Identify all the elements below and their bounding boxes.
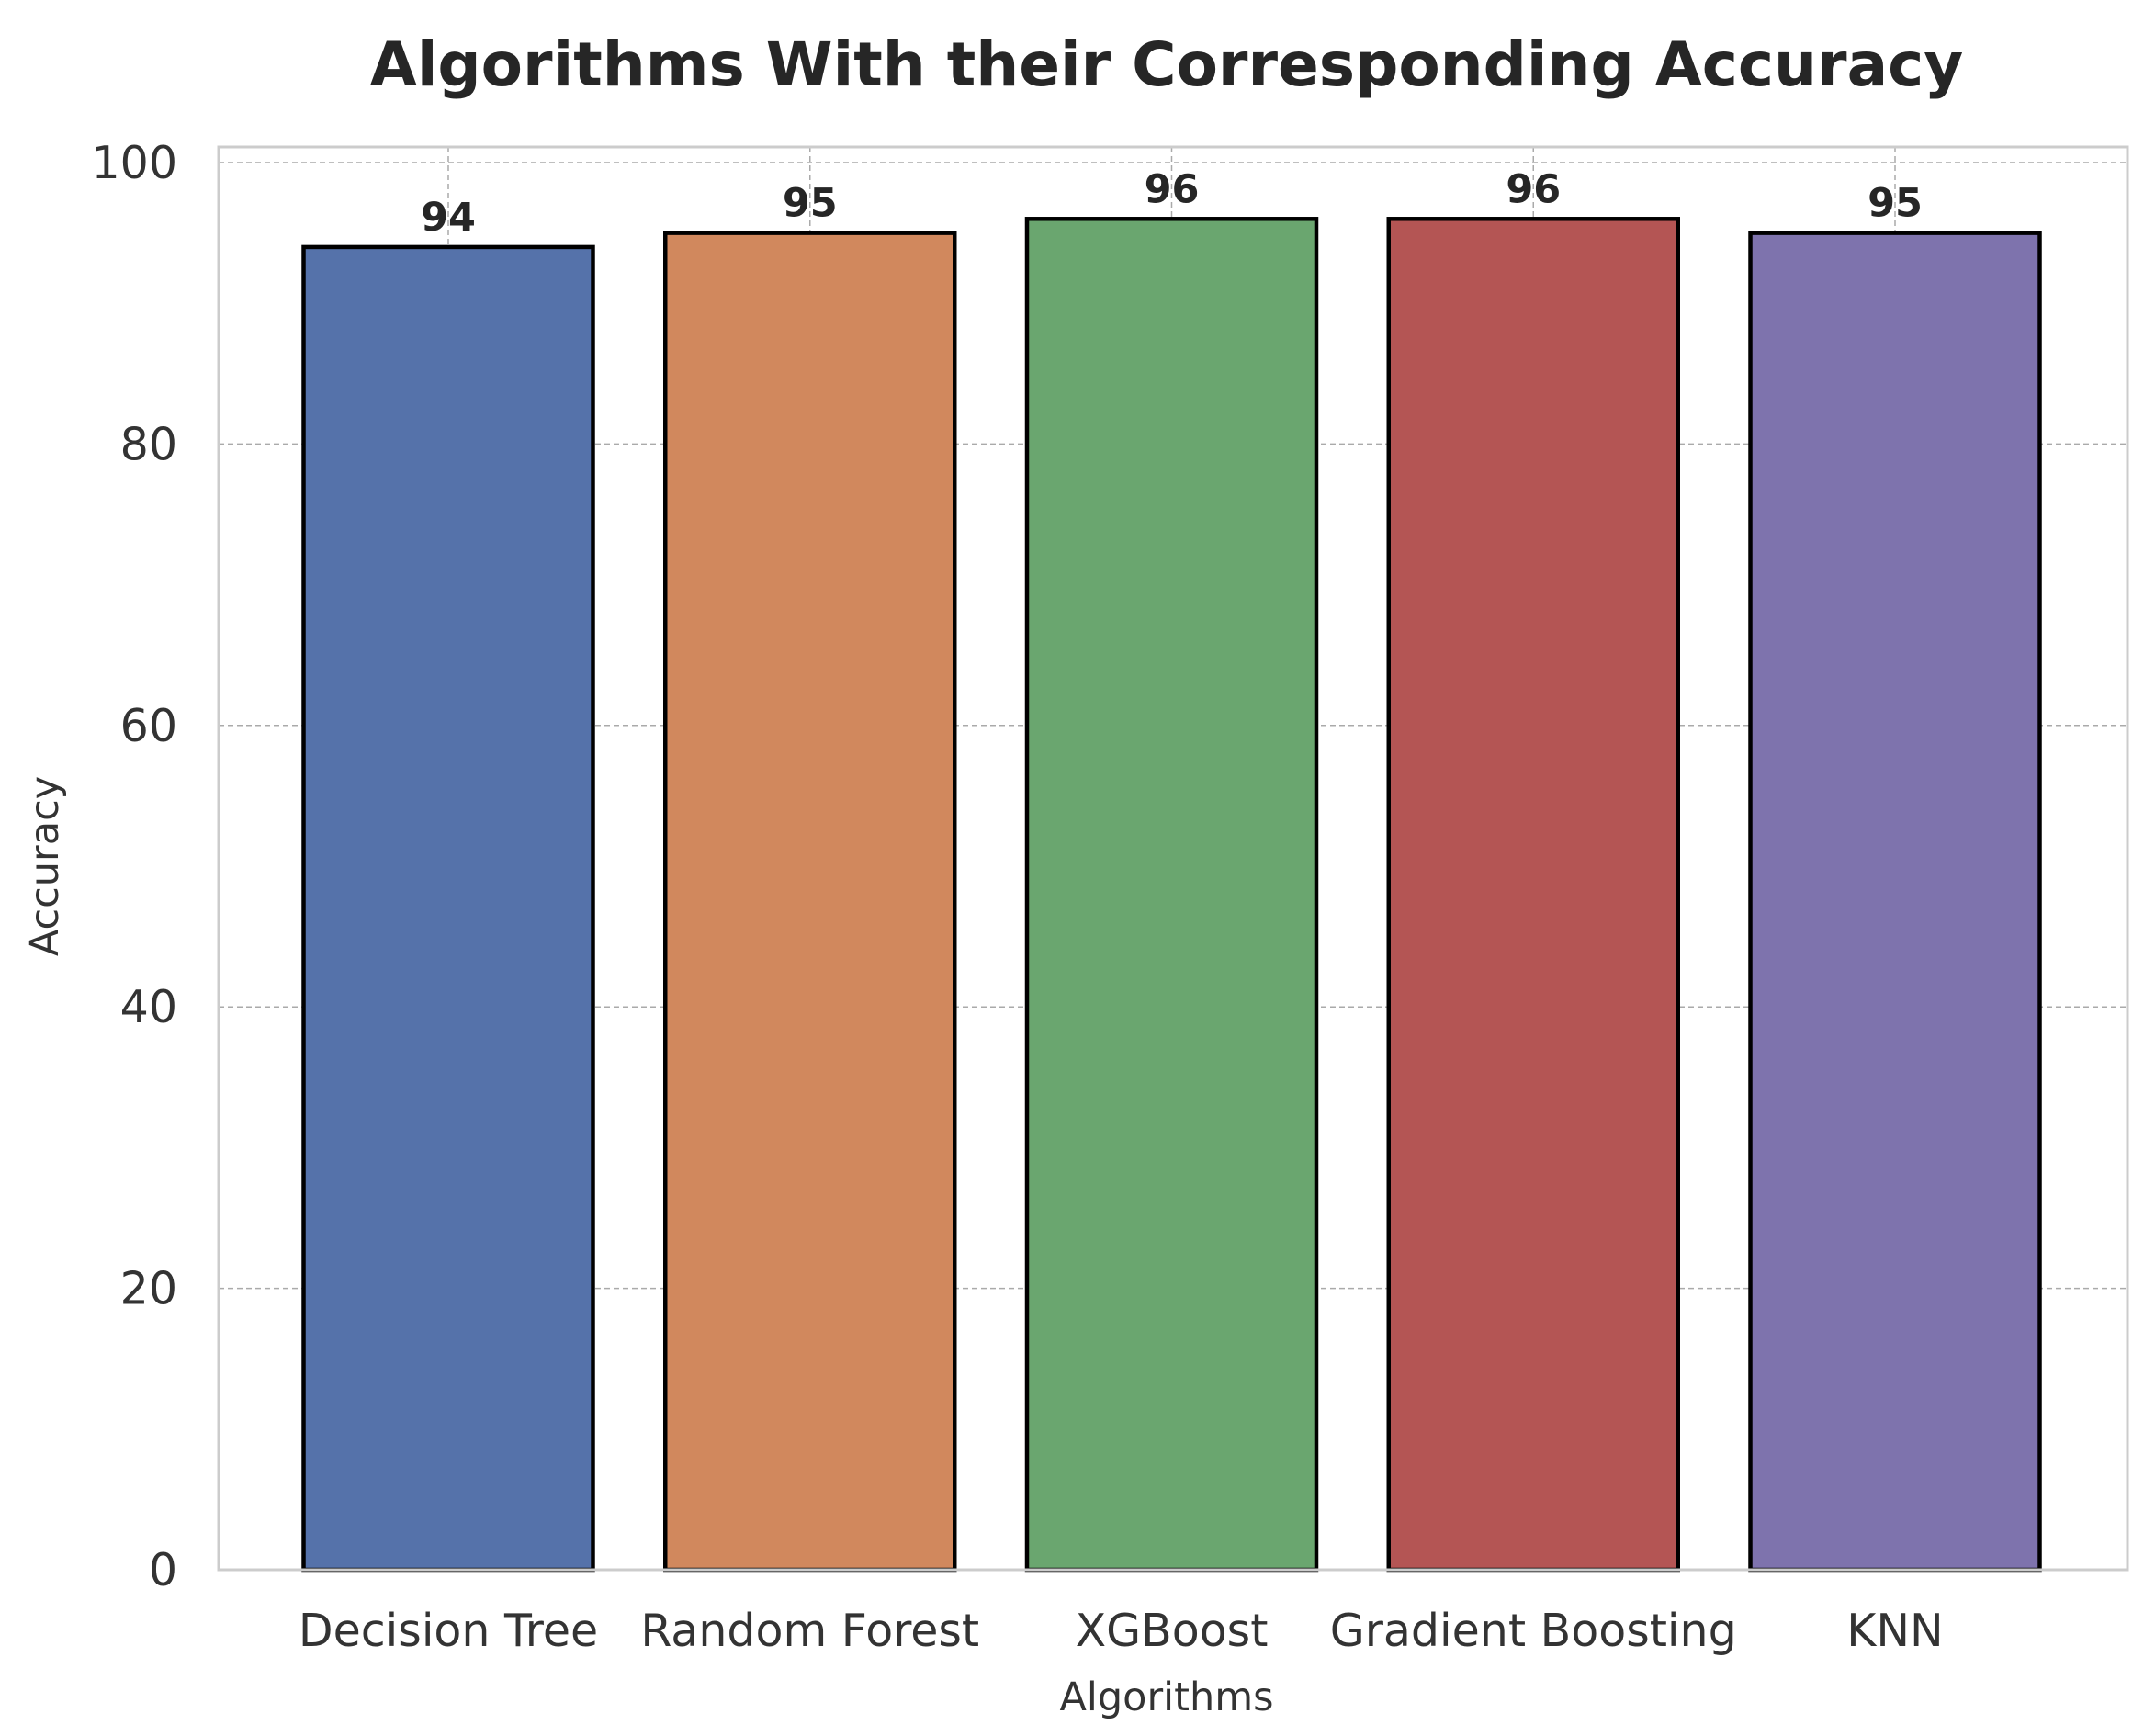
bar-xgboost [1024, 217, 1319, 1573]
bar-value-label: 95 [1868, 181, 1923, 227]
bar-value-label: 95 [783, 181, 838, 227]
y-axis-label: Accuracy [22, 776, 68, 956]
x-tick-label: Decision Tree [299, 1605, 598, 1657]
x-tick-label: XGBoost [1076, 1605, 1269, 1657]
bar-value-label: 96 [1506, 166, 1561, 212]
chart-title: Algorithms With their Corresponding Accu… [370, 29, 1964, 100]
y-tick-label: 40 [120, 981, 177, 1033]
bar-value-labels: 94 95 96 96 95 [421, 166, 1923, 241]
plot-frame [217, 145, 2129, 1572]
bar-value-label: 94 [421, 195, 476, 241]
x-tick-label: KNN [1846, 1605, 1943, 1657]
bar-random-forest [663, 231, 957, 1573]
y-tick-label: 20 [120, 1263, 177, 1315]
bars [301, 217, 2042, 1573]
x-tick-label: Random Forest [640, 1605, 979, 1657]
y-tick-label: 80 [120, 418, 177, 470]
bar-knn [1748, 231, 2042, 1573]
y-axis-ticks: 0 20 40 60 80 100 [91, 137, 177, 1596]
y-tick-label: 100 [91, 137, 177, 189]
bar-value-label: 96 [1145, 166, 1200, 212]
bar-decision-tree [301, 244, 595, 1573]
x-tick-label: Gradient Boosting [1330, 1605, 1737, 1657]
y-tick-label: 60 [120, 700, 177, 752]
x-axis-ticks: Decision Tree Random Forest XGBoost Gradien… [299, 1605, 1944, 1657]
x-axis-label: Algorithms [1060, 1674, 1274, 1720]
y-tick-label: 0 [149, 1544, 177, 1596]
bar-gradient-boosting [1386, 217, 1680, 1573]
